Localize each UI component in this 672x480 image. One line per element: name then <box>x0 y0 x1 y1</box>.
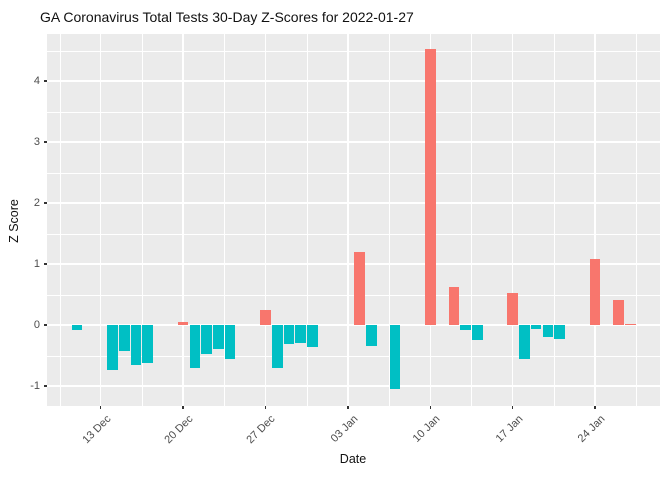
gridline-major-horizontal <box>47 385 660 387</box>
x-tick-mark <box>594 406 596 409</box>
plot-panel <box>47 34 660 406</box>
bar <box>448 286 460 325</box>
gridline-minor-vertical <box>224 34 226 406</box>
x-tick-label: 10 Jan <box>410 413 443 445</box>
gridline-minor-horizontal <box>47 233 660 235</box>
gridline-major-vertical <box>511 34 514 406</box>
bar <box>389 325 401 390</box>
x-tick-label: 03 Jan <box>328 413 361 445</box>
bar <box>71 325 83 330</box>
x-tick-mark <box>182 406 184 409</box>
y-tick-mark <box>44 80 47 82</box>
gridline-major-vertical <box>594 34 596 406</box>
bar <box>460 325 471 331</box>
gridline-minor-horizontal <box>47 172 660 174</box>
bar <box>213 325 224 349</box>
bar <box>177 321 189 325</box>
gridline-minor-horizontal <box>47 355 660 357</box>
x-tick-label: 24 Jan <box>575 413 608 445</box>
y-tick-mark <box>44 385 47 387</box>
y-tick-mark <box>44 141 47 143</box>
bar <box>283 325 295 344</box>
bar <box>107 325 118 371</box>
bar <box>354 252 365 325</box>
x-tick-mark <box>100 406 102 409</box>
x-tick-mark <box>512 406 514 409</box>
bar <box>366 325 377 346</box>
chart-title: GA Coronavirus Total Tests 30-Day Z-Scor… <box>40 9 414 25</box>
bar <box>530 325 542 330</box>
gridline-minor-horizontal <box>47 50 660 52</box>
gridline-minor-vertical <box>636 34 638 406</box>
y-tick-label: 0 <box>33 318 40 331</box>
bar <box>201 325 212 355</box>
bar <box>519 325 530 359</box>
bar <box>260 310 271 325</box>
y-tick-mark <box>44 324 47 326</box>
gridline-minor-vertical <box>306 34 308 406</box>
x-axis-title: Date <box>339 452 367 466</box>
gridline-major-vertical <box>99 34 102 406</box>
bar <box>271 325 283 368</box>
x-tick-label: 27 Dec <box>244 413 278 447</box>
gridline-major-vertical <box>264 34 267 406</box>
y-tick-label: -1 <box>30 379 40 392</box>
y-tick-label: 3 <box>33 135 40 148</box>
y-tick-label: 1 <box>33 257 40 270</box>
bar <box>613 299 624 325</box>
gridline-major-vertical <box>182 34 184 406</box>
x-tick-label: 17 Jan <box>493 413 526 445</box>
bar <box>118 325 130 352</box>
y-axis-title: Z Score <box>7 199 21 243</box>
x-tick-label: 20 Dec <box>162 413 196 447</box>
y-tick-mark <box>44 202 47 204</box>
y-tick-label: 2 <box>33 196 40 209</box>
bar <box>625 323 636 325</box>
bar <box>224 325 236 360</box>
bar <box>424 48 436 325</box>
y-tick-label: 4 <box>33 74 40 87</box>
bar <box>507 292 518 325</box>
gridline-minor-vertical <box>553 34 555 406</box>
bar <box>142 325 154 363</box>
gridline-major-horizontal <box>47 202 660 204</box>
gridline-minor-horizontal <box>47 294 660 296</box>
bar <box>589 258 601 325</box>
x-tick-mark <box>429 406 431 409</box>
bar <box>130 325 142 366</box>
gridline-major-horizontal <box>47 263 660 265</box>
gridline-minor-vertical <box>471 34 473 406</box>
x-tick-mark <box>347 406 349 409</box>
bar <box>189 325 201 369</box>
bar <box>307 325 318 347</box>
gridline-major-horizontal <box>47 80 660 82</box>
gridline-minor-horizontal <box>47 111 660 113</box>
gridline-minor-vertical <box>141 34 143 406</box>
gridline-major-vertical <box>347 34 349 406</box>
y-tick-mark <box>44 263 47 265</box>
gridline-major-horizontal <box>47 141 660 143</box>
gridline-minor-vertical <box>389 34 390 406</box>
bar <box>554 325 566 340</box>
gridline-minor-vertical <box>59 34 61 406</box>
bar <box>295 325 307 344</box>
x-tick-mark <box>264 406 267 409</box>
bar <box>542 325 554 338</box>
gridline-major-horizontal <box>47 324 660 326</box>
x-tick-label: 13 Dec <box>80 413 114 447</box>
bar <box>472 325 483 341</box>
